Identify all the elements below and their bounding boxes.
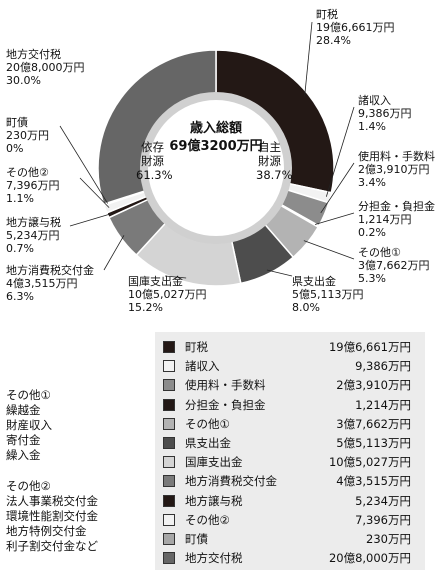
slice-label-5: その他① 3億7,662万円 5.3%	[358, 246, 430, 285]
legend-label: その他②	[185, 512, 230, 527]
note-other1-item: 繰越金	[6, 403, 41, 417]
note-other2-title: その他②	[6, 479, 51, 493]
slice-label-11: 町債 230万円 0%	[6, 115, 49, 155]
slice-label-10: その他② 7,396万円 1.1%	[6, 166, 60, 205]
legend-value: 2億3,910万円	[336, 378, 411, 393]
legend-swatch	[163, 437, 175, 449]
legend-value: 19億6,661万円	[328, 340, 411, 354]
legend-label: 県支出金	[185, 436, 231, 450]
legend-swatch	[163, 417, 175, 430]
legend-swatch	[163, 533, 175, 545]
note-other2-item: 法人事業税交付金	[6, 494, 98, 508]
leader-line-1	[304, 21, 313, 97]
leader-line-3	[320, 162, 355, 214]
legend-swatch	[163, 494, 175, 507]
legend-swatch	[163, 379, 175, 392]
legend-item: その他① 3億7,662万円	[155, 415, 425, 433]
note-other2-item: 地方特例交付金	[6, 524, 87, 538]
donut-center: 歳入総額 69億3200万円 依存 財源 61.3% 自主 財源 38.7%	[136, 120, 293, 182]
slice-label-3: 使用料・手数料 2億3,910万円 3.4%	[358, 149, 435, 189]
legend-swatch	[163, 360, 175, 373]
legend-label: 国庫支出金	[185, 455, 243, 470]
leader-line-7	[164, 275, 187, 279]
legend-item: 諸収入 9,386万円	[155, 357, 425, 375]
legend-label: 地方交付税	[185, 551, 243, 566]
legend-label: 使用料・手数料	[185, 378, 266, 393]
legend-value: 5,234万円	[355, 493, 411, 508]
leader-line-8	[103, 235, 125, 271]
legend-value: 3億7,662万円	[336, 416, 411, 431]
legend-swatch	[163, 456, 175, 469]
legend-label: 地方譲与税	[185, 493, 243, 508]
slice-label-2: 諸収入 9,386万円 1.4%	[358, 93, 412, 133]
note-other2-item: 環境性能割交付金	[6, 509, 98, 523]
legend-value: 1,214万円	[355, 397, 411, 412]
legend-value: 9,386万円	[355, 359, 411, 374]
legend-item: 使用料・手数料 2億3,910万円	[155, 376, 425, 394]
revenue-donut-chart: 町税 19億6,661万円 28.4% 諸収入 9,386万円 1.4% 使用料・手数料 2億…	[6, 7, 435, 314]
slice-label-1: 町税 19億6,661万円 28.4%	[316, 7, 395, 47]
slice-label-9: 地方譲与税 5,234万円 0.7%	[6, 215, 61, 255]
slice-label-7: 国庫支出金 10億5,027万円 15.2%	[128, 274, 207, 314]
leader-line-2	[325, 106, 355, 197]
legend-item: 町税 19億6,661万円	[155, 338, 425, 356]
leader-line-10	[79, 177, 110, 208]
leader-line-4	[314, 212, 355, 225]
legend-swatch	[163, 513, 175, 526]
note-other1-item: 寄付金	[6, 433, 41, 447]
legend-swatch	[163, 475, 175, 488]
legend: 町税 19億6,661万円諸収入 9,386万円使用料・手数料 2億3,910万円分担…	[155, 332, 425, 570]
group-dependent-percent: 61.3%	[136, 168, 173, 182]
legend-swatch	[163, 341, 175, 353]
center-title: 歳入総額	[190, 120, 242, 136]
legend-label: 地方消費税交付金	[185, 474, 277, 489]
legend-item: 国庫支出金 10億5,027万円	[155, 453, 425, 471]
group-dependent-label: 依存 財源 61.3%	[136, 140, 173, 182]
legend-label: 諸収入	[185, 359, 220, 374]
group-own-percent: 38.7%	[256, 168, 293, 182]
legend-label: 町債	[185, 532, 208, 546]
slice-callouts: 町税 19億6,661万円 28.4% 諸収入 9,386万円 1.4% 使用料・手数料 2億…	[6, 7, 435, 314]
leader-line-6	[266, 269, 293, 277]
legend-label: 分担金・負担金	[185, 397, 266, 412]
donut-hole	[140, 92, 292, 244]
note-other2-item: 利子割交付金など	[6, 539, 98, 553]
leader-line-9	[69, 213, 112, 227]
note-other1-title: その他①	[6, 388, 51, 402]
legend-swatch	[163, 552, 175, 565]
legend-item: 分担金・負担金 1,214万円	[155, 396, 425, 414]
legend-value: 10億5,027万円	[328, 455, 411, 470]
legend-item: 町債 230万円	[155, 530, 425, 548]
slice-label-4: 分担金・負担金 1,214万円 0.2%	[358, 199, 435, 239]
legend-item: その他② 7,396万円	[155, 511, 425, 529]
legend-item: 地方消費税交付金 4億3,515万円	[155, 472, 425, 490]
slice-label-12: 地方交付税 20億8,000万円 30.0%	[6, 47, 85, 87]
note-other1-item: 繰入金	[6, 448, 41, 462]
donut-slices	[97, 49, 335, 287]
legend-item: 地方交付税 20億8,000万円	[155, 549, 425, 567]
notes: その他① 繰越金 財産収入 寄付金 繰入金 その他② 法人事業税交付金 環境性能…	[6, 388, 151, 554]
leader-lines	[59, 21, 355, 279]
note-gap	[6, 463, 151, 479]
legend-value: 5億5,113万円	[336, 436, 411, 450]
slice-label-8: 地方消費税交付金 4億3,515万円 6.3%	[6, 263, 94, 303]
legend-swatch	[163, 398, 175, 411]
leader-line-11	[59, 125, 108, 204]
legend-label: その他①	[185, 416, 230, 431]
legend-item: 地方譲与税 5,234万円	[155, 492, 425, 510]
center-total: 69億3200万円	[169, 138, 262, 154]
legend-item: 県支出金 5億5,113万円	[155, 434, 425, 452]
group-own-label: 自主 財源 38.7%	[256, 140, 293, 182]
legend-value: 20億8,000万円	[328, 551, 411, 566]
legend-value: 230万円	[366, 532, 411, 546]
slice-label-6: 県支出金 5億5,113万円 8.0%	[292, 274, 364, 314]
legend-value: 4億3,515万円	[336, 474, 411, 489]
legend-value: 7,396万円	[355, 512, 411, 527]
note-other1-item: 財産収入	[6, 418, 52, 432]
leader-line-5	[303, 240, 355, 260]
legend-label: 町税	[185, 340, 208, 354]
